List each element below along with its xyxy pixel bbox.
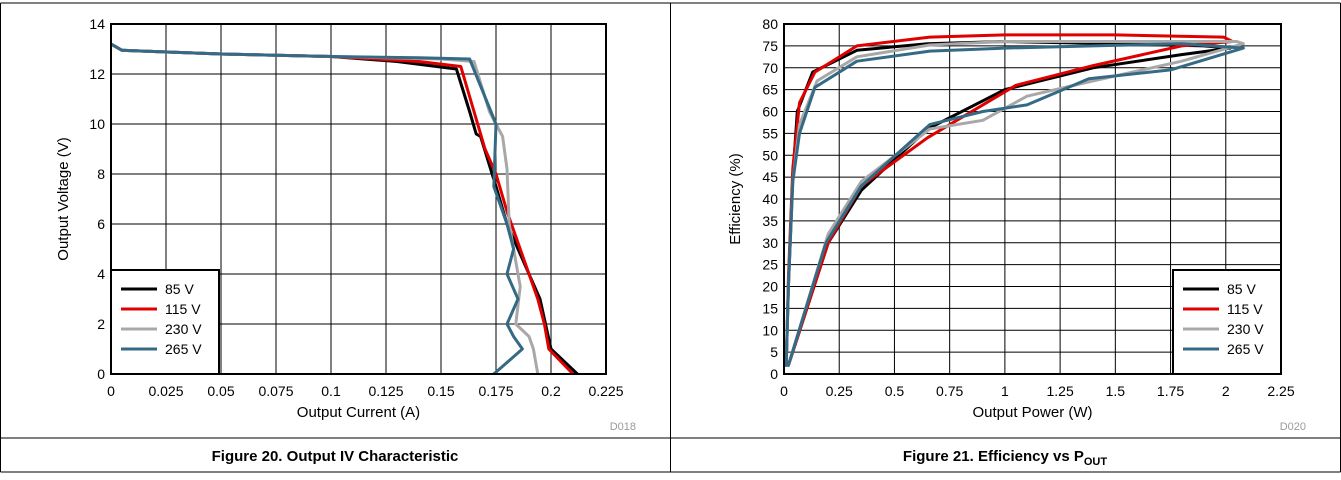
eff-y-tick-label: 65 [762,82,778,98]
eff-grid [784,24,1281,374]
eff-y-tick-label: 20 [762,279,778,295]
iv-legend-label-85-v: 85 V [165,281,194,297]
eff-figure-caption: Figure 21. Efficiency vs POUT [903,448,1107,468]
iv-legend-box [110,269,220,375]
eff-y-tick-label: 60 [762,104,778,120]
eff-x-axis-label: Output Power (W) [972,404,1092,421]
eff-x-tick-label: 0.75 [936,383,963,399]
iv-x-tick-label: 0.225 [588,383,623,399]
iv-x-tick-label: 0.125 [368,383,403,399]
eff-y-tick-label: 35 [762,213,778,229]
eff-legend-label-115-v: 115 V [1227,301,1263,317]
iv-x-tick-label: 0.2 [541,383,561,399]
iv-x-axis-label: Output Current (A) [297,404,420,421]
eff-x-tick-label: 1.25 [1046,383,1073,399]
iv-y-tick-label: 0 [97,366,105,382]
iv-figure-caption: Figure 20. Output IV Characteristic [212,448,459,465]
iv-x-tick-label: 0.075 [258,383,293,399]
eff-x-ticks: 0 0.25 0.5 0.75 1 1.25 1.5 1.75 2 2.25 [780,383,1295,399]
eff-series-line-230-v [784,40,1245,367]
eff-x-tick-label: 1.75 [1157,383,1184,399]
eff-x-tick-label: 2 [1222,383,1230,399]
iv-y-tick-label: 8 [97,166,105,182]
eff-caption-main: Figure 21. Efficiency vs P [903,448,1084,465]
eff-y-tick-label: 30 [762,235,778,251]
eff-series-line-265-v [784,42,1245,367]
eff-y-tick-label: 50 [762,147,778,163]
eff-y-tick-label: 55 [762,125,778,141]
iv-legend-label-115-v: 115 V [165,301,201,317]
iv-legend-label-265-v: 265 V [165,341,202,357]
iv-x-ticks: 0 0.025 0.05 0.075 0.1 0.125 0.15 0.175 0.2 0.225 [107,383,624,399]
eff-y-tick-label: 5 [770,344,778,360]
eff-y-tick-label: 25 [762,257,778,273]
eff-y-tick-label: 70 [762,60,778,76]
eff-x-tick-label: 0.25 [826,383,853,399]
eff-x-tick-label: 2.25 [1267,383,1294,399]
eff-y-tick-label: 40 [762,191,778,207]
eff-plot-border [783,23,1282,375]
iv-y-tick-label: 14 [89,16,105,32]
iv-x-tick-label: 0.175 [478,383,513,399]
iv-plot-border [110,23,607,375]
iv-y-tick-label: 4 [97,266,105,282]
iv-y-axis-label: Output Voltage (V) [55,137,72,260]
eff-y-ticks: 0 5 10 15 20 25 30 35 40 45 50 55 60 65 70 75 80 [762,16,778,382]
iv-legend-label-230-v: 230 V [165,321,202,337]
iv-y-tick-label: 12 [89,66,105,82]
iv-figure-code: D018 [610,421,636,433]
iv-y-tick-label: 6 [97,216,105,232]
iv-x-tick-label: 0.15 [427,383,454,399]
eff-legend-box [1172,269,1282,375]
eff-figure-code: D020 [1280,421,1306,433]
iv-grid [111,24,606,374]
iv-x-tick-label: 0 [107,383,115,399]
eff-y-tick-label: 75 [762,38,778,54]
iv-x-tick-label: 0.1 [321,383,341,399]
iv-series-line-265-v [111,42,524,374]
iv-x-tick-label: 0.025 [148,383,183,399]
eff-x-tick-label: 0.5 [885,383,905,399]
eff-legend-label-265-v: 265 V [1227,341,1264,357]
eff-series-line-115-v [784,33,1234,367]
eff-x-tick-label: 0 [780,383,788,399]
iv-x-tick-label: 0.05 [207,383,234,399]
eff-legend-label-85-v: 85 V [1227,281,1256,297]
eff-series-layer [784,33,1245,367]
iv-legend: 85 V 115 V 230 V 265 V [110,269,220,375]
iv-y-ticks: 0 2 4 6 8 10 12 14 [89,16,105,382]
eff-caption-subscript: OUT [1084,456,1108,468]
eff-legend-label-230-v: 230 V [1227,321,1264,337]
eff-y-tick-label: 45 [762,169,778,185]
eff-y-tick-label: 0 [770,366,778,382]
eff-y-axis-label: Efficiency (%) [727,153,744,244]
eff-legend: 85 V 115 V 230 V 265 V [1172,269,1282,375]
eff-y-tick-label: 80 [762,16,778,32]
eff-x-tick-label: 1 [1001,383,1009,399]
iv-y-tick-label: 2 [97,316,105,332]
eff-y-tick-label: 10 [762,322,778,338]
efficiency-chart: 0 0.25 0.5 0.75 1 1.25 1.5 1.75 2 2.25 0 5 10 15 20 25… [727,16,1306,468]
iv-characteristic-chart: 0 0.025 0.05 0.075 0.1 0.125 0.15 0.175 0.2 0.225… [55,16,636,465]
eff-x-tick-label: 1.5 [1106,383,1126,399]
iv-series-layer [111,42,579,374]
eff-y-tick-label: 15 [762,300,778,316]
iv-y-tick-label: 10 [89,116,105,132]
